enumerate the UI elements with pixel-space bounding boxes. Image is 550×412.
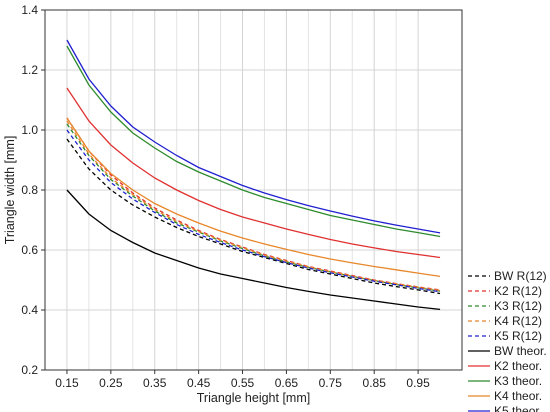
x-tick-label-7: 0.85 <box>363 376 387 390</box>
x-tick-label-4: 0.55 <box>231 376 255 390</box>
x-tick-label-2: 0.35 <box>143 376 167 390</box>
legend-label-5: BW theor. <box>494 344 547 358</box>
legend-label-0: BW R(12) <box>494 269 547 283</box>
y-tick-label-6: 1.4 <box>21 3 38 17</box>
legend-label-4: K5 R(12) <box>494 329 542 343</box>
x-tick-label-5: 0.65 <box>275 376 299 390</box>
series-line-2 <box>66 123 441 292</box>
y-axis-ticks: 0.2 0.4 0.6 0.8 1.0 1.2 1.4 <box>21 3 45 377</box>
y-tick-label-0: 0.2 <box>21 363 38 377</box>
x-tick-label-3: 0.45 <box>187 376 211 390</box>
x-tick-label-0: 0.15 <box>55 376 79 390</box>
series-line-4 <box>66 129 441 293</box>
x-axis-label: Triangle height [mm] <box>197 391 310 405</box>
series-line-9 <box>66 39 441 234</box>
series-line-5 <box>66 189 441 311</box>
legend-label-3: K4 R(12) <box>494 314 542 328</box>
y-tick-label-2: 0.6 <box>21 243 38 257</box>
series-line-3 <box>66 120 441 292</box>
legend-label-2: K3 R(12) <box>494 299 542 313</box>
legend-label-1: K2 R(12) <box>494 284 542 298</box>
plot-series <box>66 39 441 311</box>
x-tick-label-8: 0.95 <box>406 376 430 390</box>
x-tick-label-1: 0.25 <box>99 376 123 390</box>
legend: BW R(12)K2 R(12)K3 R(12)K4 R(12)K5 R(12)… <box>468 269 547 412</box>
x-tick-label-6: 0.75 <box>319 376 343 390</box>
y-tick-label-1: 0.4 <box>21 303 38 317</box>
grid <box>45 9 462 371</box>
series-line-1 <box>66 117 441 291</box>
x-axis-ticks: 0.15 0.25 0.35 0.45 0.55 0.65 0.75 0.85 0.95 <box>55 370 430 390</box>
y-tick-label-5: 1.2 <box>21 63 38 77</box>
y-tick-label-4: 1.0 <box>21 123 38 137</box>
y-tick-label-3: 0.8 <box>21 183 38 197</box>
series-line-7 <box>66 45 441 238</box>
series-line-0 <box>66 138 441 295</box>
legend-label-6: K2 theor. <box>494 359 542 373</box>
series-line-6 <box>66 87 441 259</box>
y-axis-label: Triangle width [mm] <box>3 136 17 245</box>
legend-label-7: K3 theor. <box>494 374 542 388</box>
series-line-8 <box>66 117 441 278</box>
legend-label-8: K4 theor. <box>494 389 542 403</box>
legend-label-9: K5 theor. <box>494 404 542 412</box>
